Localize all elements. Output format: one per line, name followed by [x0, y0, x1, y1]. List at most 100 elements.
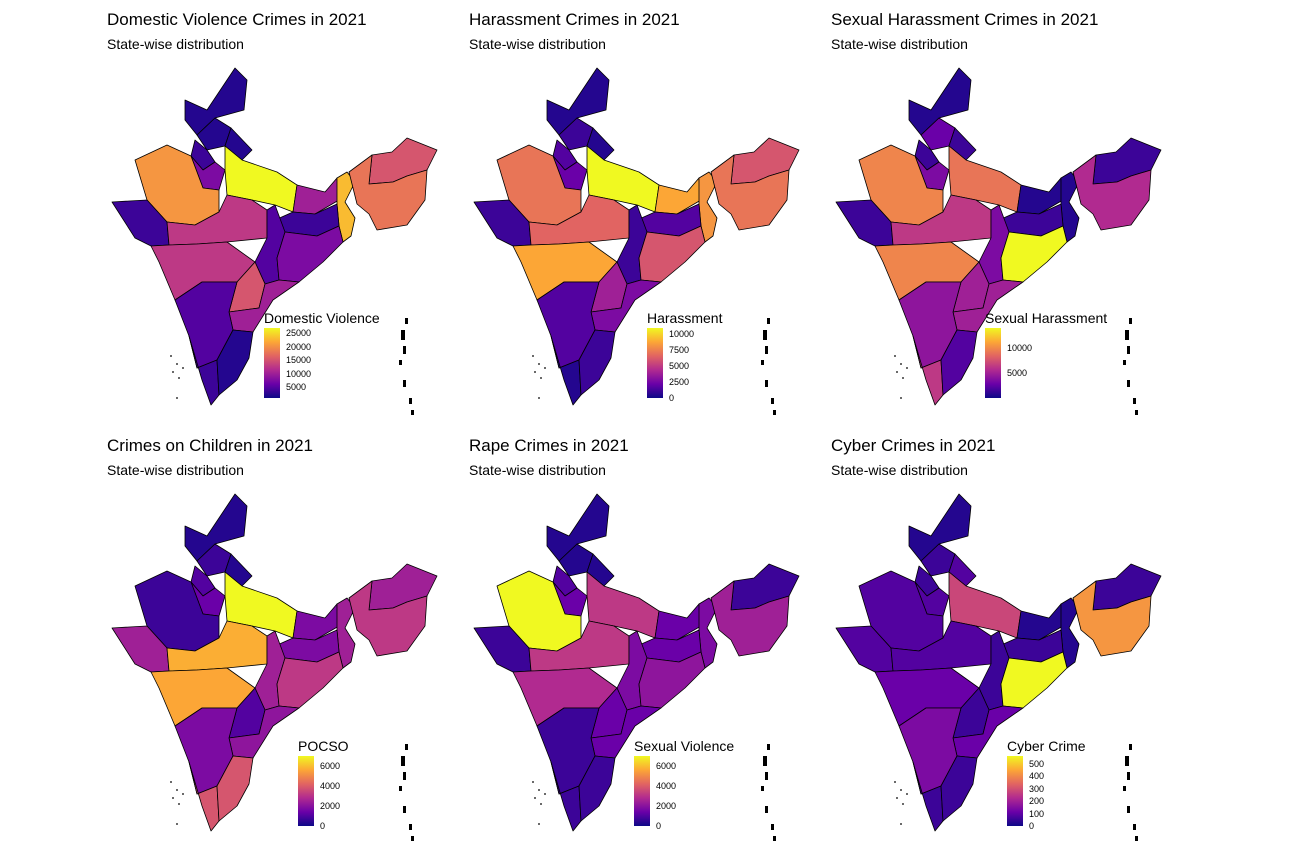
panel-subtitle: State-wise distribution — [107, 36, 244, 52]
island-andaman-nicobar — [771, 824, 774, 830]
island-andaman-nicobar — [1129, 318, 1132, 324]
legend-title: Sexual Harassment — [985, 310, 1108, 326]
legend-tick-label: 5000 — [669, 361, 690, 372]
island-lakshadweep — [906, 367, 908, 369]
legend-tick-mark — [663, 334, 667, 336]
island-lakshadweep — [896, 797, 898, 799]
legend-tick-label: 500 — [1029, 758, 1045, 769]
island-lakshadweep — [896, 371, 898, 373]
island-lakshadweep — [176, 363, 178, 365]
island-lakshadweep — [532, 355, 534, 357]
island-lakshadweep — [534, 371, 536, 373]
island-lakshadweep — [900, 823, 902, 825]
state-region-or — [1000, 651, 1068, 709]
island-andaman-nicobar — [771, 398, 774, 404]
island-andaman-nicobar — [403, 346, 406, 354]
india-choropleth-map — [111, 67, 438, 415]
state-region-tn — [578, 755, 616, 822]
legend-tick-label: 200 — [1029, 796, 1045, 806]
legend-tick-label: 400 — [1029, 771, 1045, 781]
legend-tick-mark — [1023, 763, 1027, 765]
island-andaman-nicobar — [1127, 380, 1130, 387]
island-lakshadweep — [900, 363, 902, 365]
panel-title: Domestic Violence Crimes in 2021 — [107, 10, 367, 29]
state-region-as — [348, 154, 428, 231]
legend-tick-label: 0 — [320, 821, 326, 831]
island-andaman-nicobar — [1123, 786, 1126, 791]
legend-tick-mark — [280, 360, 284, 362]
island-andaman-nicobar — [1129, 744, 1132, 750]
legend-tick-mark — [1001, 348, 1005, 349]
legend-tick-label: 4000 — [320, 781, 341, 791]
india-choropleth-map — [111, 493, 438, 841]
island-andaman-nicobar — [773, 410, 776, 415]
legend-tick-label: 4000 — [656, 781, 677, 791]
island-andaman-nicobar — [765, 772, 768, 780]
legend-tick-mark — [314, 826, 318, 827]
island-andaman-nicobar — [405, 318, 408, 324]
map-panel: Domestic Violence Crimes in 2021 State-wi… — [107, 0, 469, 430]
island-lakshadweep — [178, 803, 180, 805]
island-andaman-nicobar — [1125, 756, 1129, 766]
island-lakshadweep — [172, 797, 174, 799]
legend-title: Harassment — [647, 310, 723, 326]
legend-color-bar — [985, 328, 1001, 398]
island-lakshadweep — [902, 377, 904, 379]
state-region-or — [1000, 225, 1068, 283]
legend-tick-mark — [314, 766, 318, 767]
state-region-up — [948, 571, 1022, 639]
legend-tick-mark — [650, 786, 654, 787]
india-choropleth-map — [473, 493, 800, 841]
island-andaman-nicobar — [761, 360, 764, 365]
map-panel: Sexual Harassment Crimes in 2021 State-wi… — [831, 0, 1193, 430]
island-andaman-nicobar — [401, 330, 405, 340]
state-region-jk — [184, 67, 248, 136]
island-andaman-nicobar — [765, 806, 768, 813]
island-andaman-nicobar — [761, 786, 764, 791]
legend-tick-label: 20000 — [286, 341, 312, 352]
panel-subtitle: State-wise distribution — [469, 36, 606, 52]
state-region-jk — [908, 67, 972, 136]
panel-title: Rape Crimes in 2021 — [469, 436, 629, 455]
state-region-tn — [216, 329, 254, 396]
island-andaman-nicobar — [399, 786, 402, 791]
legend-color-bar — [634, 756, 650, 826]
island-andaman-nicobar — [403, 772, 406, 780]
legend-tick-label: 100 — [1029, 808, 1045, 819]
island-lakshadweep — [176, 823, 178, 825]
legend-tick-label: 0 — [656, 821, 662, 831]
state-region-as — [1072, 580, 1152, 657]
legend-tick-mark — [280, 333, 284, 335]
legend-tick-mark — [650, 766, 654, 767]
island-andaman-nicobar — [411, 836, 414, 841]
legend-tick-label: 2000 — [320, 801, 341, 811]
legend-title: POCSO — [298, 738, 349, 754]
legend-title: Sexual Violence — [634, 738, 735, 754]
legend-tick-label: 300 — [1029, 783, 1045, 794]
island-lakshadweep — [540, 377, 542, 379]
legend-tick-mark — [314, 806, 318, 807]
state-region-up — [224, 571, 298, 639]
island-andaman-nicobar — [765, 346, 768, 354]
state-region-up — [224, 145, 298, 213]
legend-title: Domestic Violence — [264, 310, 380, 326]
island-lakshadweep — [538, 363, 540, 365]
legend-tick-label: 0 — [669, 393, 675, 403]
state-region-as — [1072, 154, 1152, 231]
state-region-jk — [546, 493, 610, 562]
island-andaman-nicobar — [765, 380, 768, 387]
island-lakshadweep — [902, 803, 904, 805]
island-andaman-nicobar — [773, 836, 776, 841]
state-region-or — [638, 651, 706, 709]
island-lakshadweep — [544, 793, 546, 795]
island-lakshadweep — [532, 781, 534, 783]
panel-title: Sexual Harassment Crimes in 2021 — [831, 10, 1099, 29]
panel-title: Cyber Crimes in 2021 — [831, 436, 996, 455]
legend-tick-mark — [1023, 788, 1027, 790]
legend-color-bar — [647, 328, 663, 398]
legend-title: Cyber Crime — [1007, 738, 1086, 754]
legend-tick-label: 6000 — [656, 761, 677, 771]
map-panel: Cyber Crimes in 2021 State-wise distribut… — [831, 426, 1193, 856]
legend-tick-mark — [280, 373, 284, 375]
island-lakshadweep — [182, 367, 184, 369]
